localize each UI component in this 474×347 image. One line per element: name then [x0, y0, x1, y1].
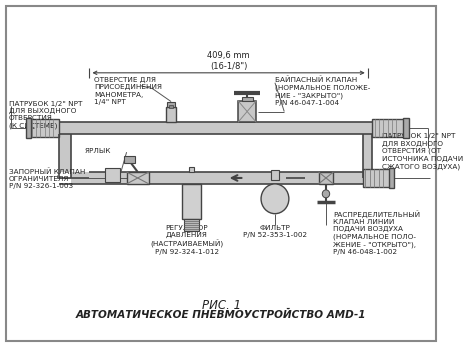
Bar [59, 122, 373, 134]
Text: РИС. 1: РИС. 1 [201, 299, 241, 312]
Bar [373, 119, 405, 137]
Text: ОТВЕРСТИЕ ДЛЯ
ПРИСОЕДИНЕНИЯ
МАНОМЕТРА,
1/4" NPT: ОТВЕРСТИЕ ДЛЯ ПРИСОЕДИНЕНИЯ МАНОМЕТРА, 1… [94, 77, 162, 105]
Text: ПАТРУБОК 1/2" NPT
ДЛЯ ВЫХОДНОГО
ОТВЕРСТИЯ
(К СИСТЕМЕ): ПАТРУБОК 1/2" NPT ДЛЯ ВЫХОДНОГО ОТВЕРСТИ… [9, 101, 82, 129]
Circle shape [261, 184, 289, 214]
Text: ФИЛЬТР
P/N 52-353-1-002: ФИЛЬТР P/N 52-353-1-002 [243, 225, 307, 238]
Circle shape [322, 190, 330, 198]
Bar [182, 184, 201, 219]
Bar [184, 219, 199, 230]
Bar [127, 172, 149, 184]
Bar [26, 118, 31, 138]
Bar [271, 170, 279, 180]
Bar [124, 156, 135, 163]
Bar [363, 169, 391, 187]
Bar [166, 107, 176, 122]
Bar [105, 168, 120, 182]
Bar [389, 168, 394, 188]
Bar [319, 172, 333, 184]
Text: РАСПРЕДЕЛИТЕЛЬНЫЙ
КЛАПАН ЛИНИИ
ПОДАЧИ ВОЗДУХА
(НОРМАЛЬНОЕ ПОЛО-
ЖЕНИЕ - "ОТКРЫТО: РАСПРЕДЕЛИТЕЛЬНЫЙ КЛАПАН ЛИНИИ ПОДАЧИ ВО… [333, 210, 420, 255]
Bar [242, 96, 253, 101]
Bar [403, 118, 409, 138]
Polygon shape [59, 134, 90, 184]
Bar [238, 101, 256, 122]
Text: АВТОМАТИЧЕСКОЕ ПНЕВМОУСТРОЙСТВО AMD-1: АВТОМАТИЧЕСКОЕ ПНЕВМОУСТРОЙСТВО AMD-1 [76, 310, 366, 320]
Text: РЕГУЛЯТОР
ДАВЛЕНИЯ
(НАСТРАИВАЕМЫЙ)
P/N 92-324-1-012: РЕГУЛЯТОР ДАВЛЕНИЯ (НАСТРАИВАЕМЫЙ) P/N 9… [150, 225, 223, 255]
Polygon shape [363, 134, 373, 184]
Bar [167, 102, 175, 107]
Text: ЗАПОРНЫЙ КЛАПАН
ОГРАНИЧИТЕЛЯ
P/N 92-326-1-003: ЗАПОРНЫЙ КЛАПАН ОГРАНИЧИТЕЛЯ P/N 92-326-… [9, 168, 85, 189]
Text: БАЙПАСНЫЙ КЛАПАН
(НОРМАЛЬНОЕ ПОЛОЖЕ-
НИЕ - "ЗАКРЫТО")
P/N 46-047-1-004: БАЙПАСНЫЙ КЛАПАН (НОРМАЛЬНОЕ ПОЛОЖЕ- НИЕ… [275, 77, 370, 106]
Text: ПАТРУБОК 1/2" NPT
ДЛЯ ВХОДНОГО
ОТВЕРСТИЯ (ОТ
ИСТОЧНИКА ПОДАЧИ
СЖАТОГО ВОЗДУХА): ПАТРУБОК 1/2" NPT ДЛЯ ВХОДНОГО ОТВЕРСТИЯ… [382, 133, 463, 170]
Bar [189, 167, 194, 172]
Text: ЯРЛЫК: ЯРЛЫК [85, 148, 111, 154]
Bar [90, 172, 363, 184]
Bar [29, 119, 59, 137]
Text: 409,6 mm
(16-1/8"): 409,6 mm (16-1/8") [207, 51, 250, 71]
Bar [169, 104, 173, 108]
